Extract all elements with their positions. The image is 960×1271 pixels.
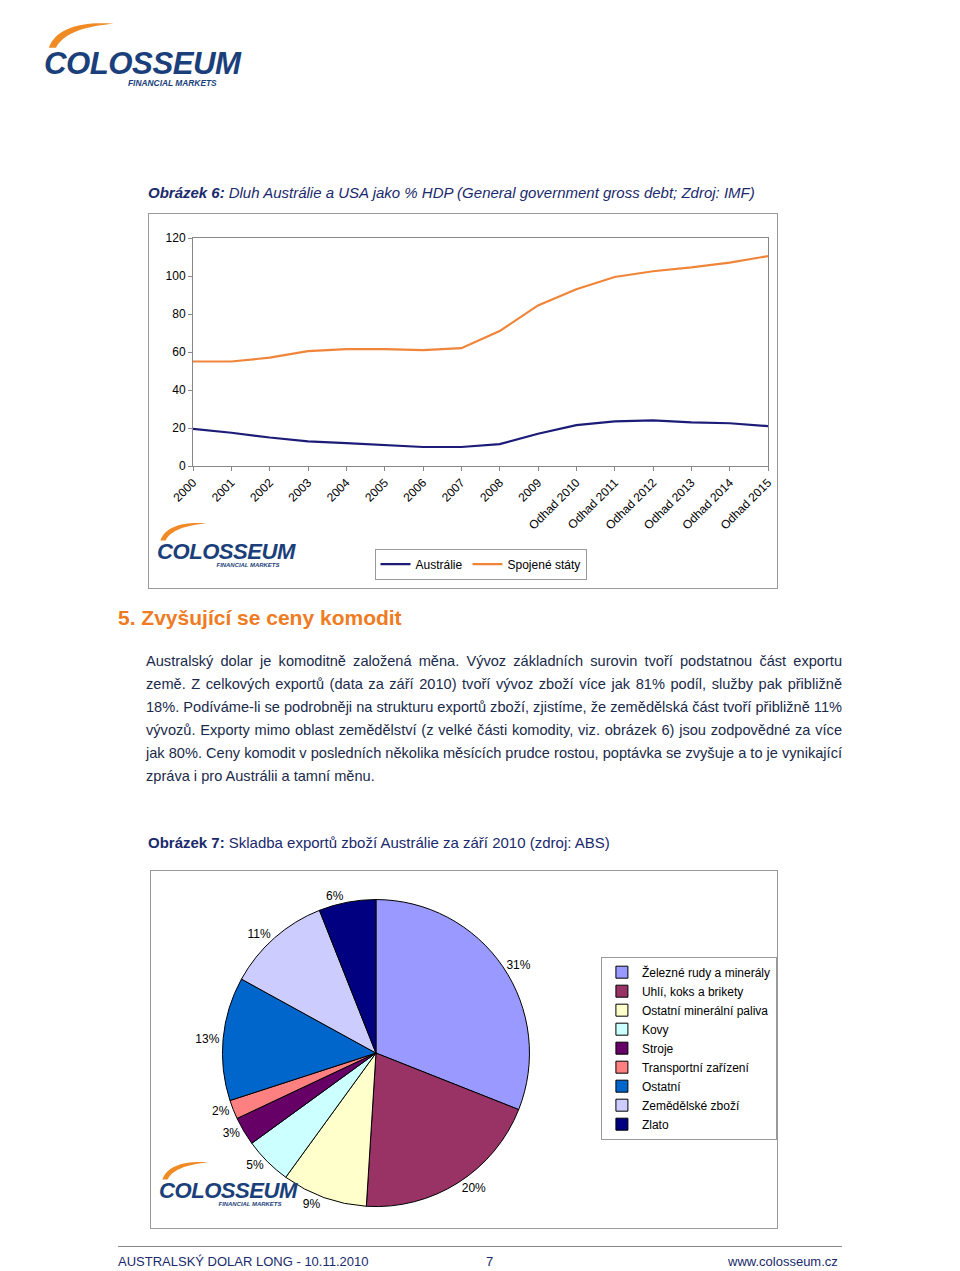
svg-text:0: 0 xyxy=(179,459,186,473)
svg-text:Odhad 2014: Odhad 2014 xyxy=(679,476,736,533)
svg-text:9%: 9% xyxy=(303,1197,321,1211)
svg-text:2007: 2007 xyxy=(439,476,468,505)
html-text:FINANCIAL MARKETS: FINANCIAL MARKETS xyxy=(128,78,217,89)
svg-text:Železné rudy a minerály: Železné rudy a minerály xyxy=(642,965,770,980)
svg-text:6%: 6% xyxy=(326,889,344,903)
svg-text:20: 20 xyxy=(172,421,186,435)
html-text:COLOSSEUM: COLOSSEUM xyxy=(44,46,241,81)
svg-text:Uhlí, koks a brikety: Uhlí, koks a brikety xyxy=(642,985,743,999)
svg-text:31%: 31% xyxy=(506,958,530,972)
svg-text:2002: 2002 xyxy=(247,476,276,505)
html-text:5. Zvyšující se ceny komodit: 5. Zvyšující se ceny komodit xyxy=(118,606,402,629)
html-text:COLOSSEUM: COLOSSEUM xyxy=(159,1177,297,1203)
html-text:AUSTRALSKÝ DOLAR LONG - 10.11.: AUSTRALSKÝ DOLAR LONG - 10.11.2010 xyxy=(118,1254,369,1269)
svg-text:Zlato: Zlato xyxy=(642,1118,669,1132)
html-text:www.colosseum.cz: www.colosseum.cz xyxy=(728,1254,838,1269)
svg-text:Odhad 2013: Odhad 2013 xyxy=(641,476,698,533)
svg-text:2003: 2003 xyxy=(286,476,315,505)
svg-text:2008: 2008 xyxy=(477,476,506,505)
svg-text:2001: 2001 xyxy=(209,476,238,505)
svg-text:Odhad 2012: Odhad 2012 xyxy=(603,476,660,533)
svg-text:Odhad 2015: Odhad 2015 xyxy=(718,476,775,533)
svg-text:Kovy: Kovy xyxy=(642,1023,669,1037)
svg-text:Odhad 2011: Odhad 2011 xyxy=(565,476,621,532)
svg-text:60: 60 xyxy=(172,345,186,359)
html-text:COLOSSEUM: COLOSSEUM xyxy=(157,538,295,564)
svg-text:Transportní zařízení: Transportní zařízení xyxy=(642,1061,750,1075)
html-text:Obrázek 7: Skladba exportů zbo: Obrázek 7: Skladba exportů zboží Austrál… xyxy=(148,834,610,851)
svg-text:80: 80 xyxy=(172,307,186,321)
svg-text:2006: 2006 xyxy=(401,476,430,505)
svg-text:2004: 2004 xyxy=(324,476,353,505)
svg-text:Odhad 2010: Odhad 2010 xyxy=(526,476,583,533)
html-text:Obrázek 6: Dluh Austrálie a US: Obrázek 6: Dluh Austrálie a USA jako % H… xyxy=(148,184,755,201)
html-text:7: 7 xyxy=(486,1254,494,1269)
svg-text:Stroje: Stroje xyxy=(642,1042,674,1056)
html-text:Australský dolar je komoditně: Australský dolar je komoditně založená m… xyxy=(146,653,842,784)
svg-text:2000: 2000 xyxy=(171,476,200,505)
html-text:FINANCIAL MARKETS: FINANCIAL MARKETS xyxy=(216,561,280,568)
svg-text:2%: 2% xyxy=(212,1104,230,1118)
svg-text:2005: 2005 xyxy=(362,476,391,505)
svg-text:5%: 5% xyxy=(246,1158,264,1172)
svg-text:Austrálie: Austrálie xyxy=(416,558,463,572)
svg-text:Zemědělské zboží: Zemědělské zboží xyxy=(642,1099,740,1113)
svg-text:3%: 3% xyxy=(223,1126,241,1140)
svg-text:100: 100 xyxy=(166,269,186,283)
svg-text:11%: 11% xyxy=(247,927,270,941)
svg-text:Spojené státy: Spojené státy xyxy=(508,558,581,572)
svg-text:120: 120 xyxy=(166,231,186,245)
svg-text:20%: 20% xyxy=(462,1181,486,1195)
svg-text:Ostatní minerální paliva: Ostatní minerální paliva xyxy=(642,1004,768,1018)
svg-text:2009: 2009 xyxy=(516,476,545,505)
svg-text:13%: 13% xyxy=(195,1032,219,1046)
html-text:FINANCIAL MARKETS: FINANCIAL MARKETS xyxy=(218,1200,282,1207)
svg-text:40: 40 xyxy=(172,383,186,397)
svg-text:Ostatní: Ostatní xyxy=(642,1080,681,1094)
